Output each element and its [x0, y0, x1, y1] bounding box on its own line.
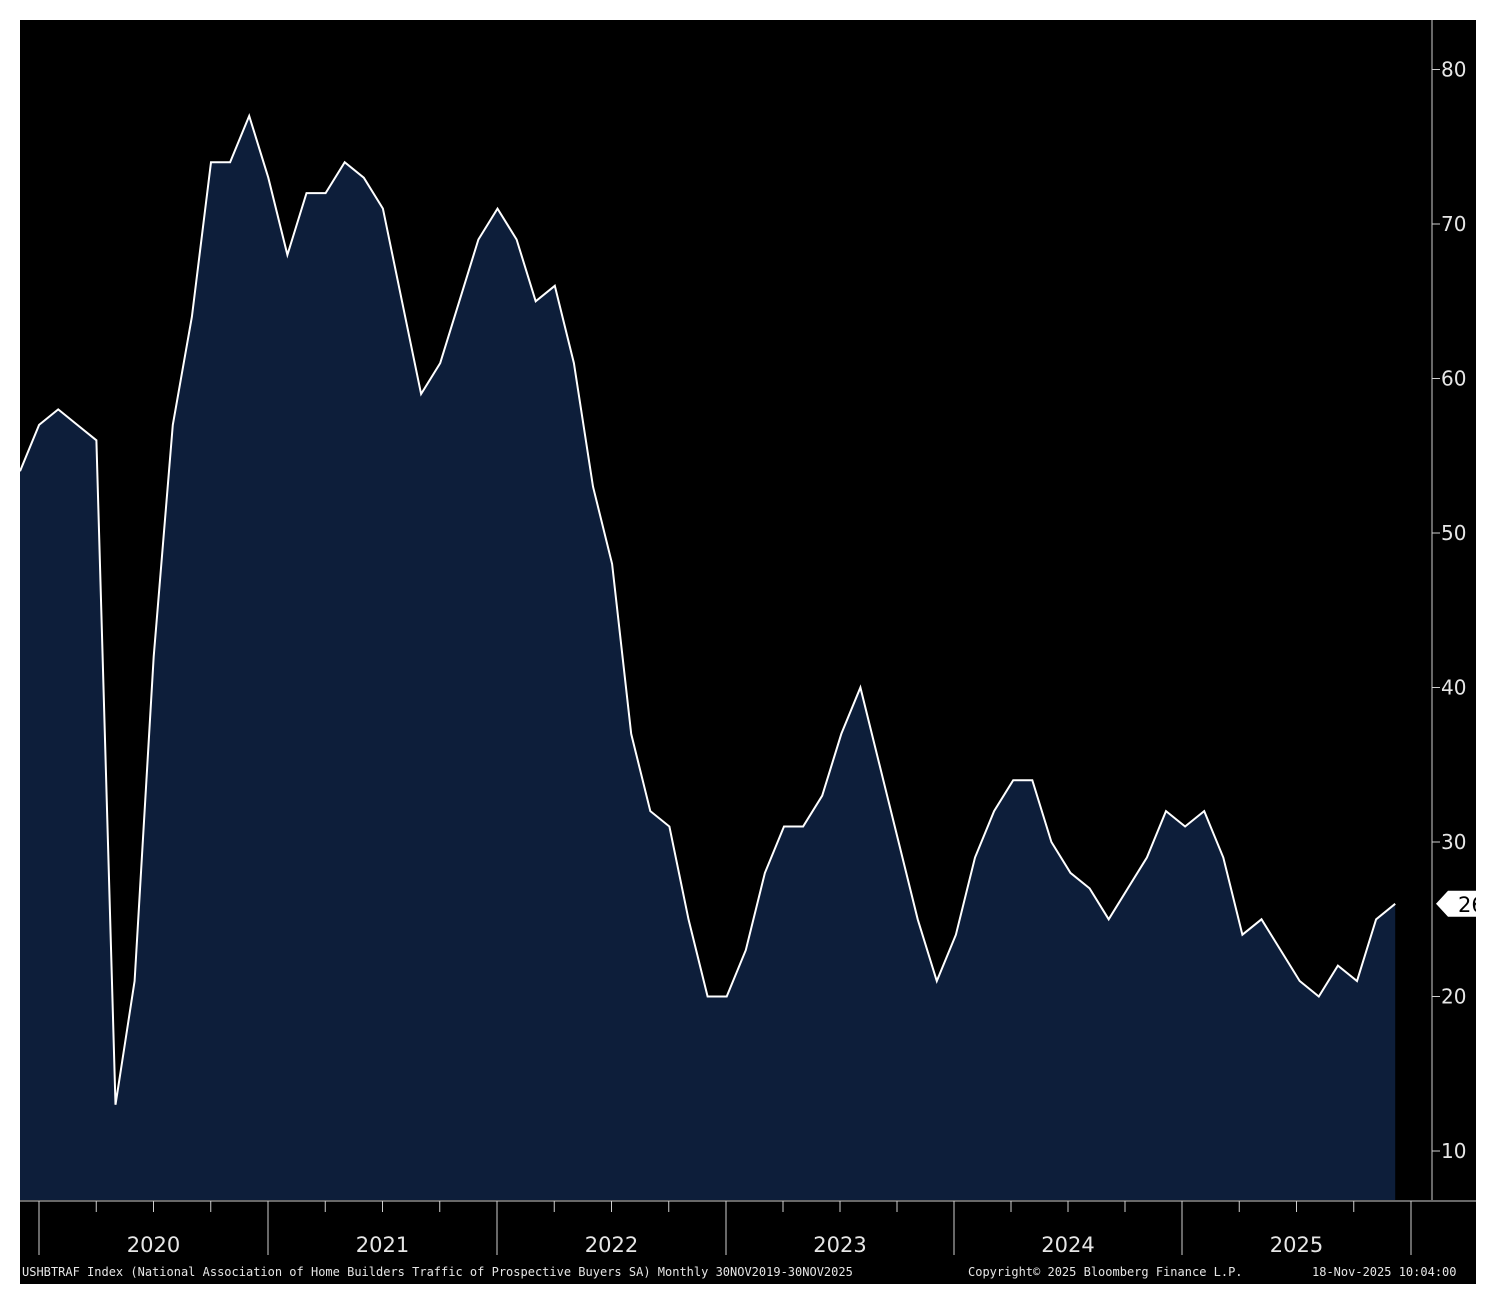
copyright-text: Copyright© 2025 Bloomberg Finance L.P. [968, 1265, 1243, 1279]
x-tick-label: 2025 [1270, 1233, 1323, 1257]
chart-frame: 10 20 30 40 50 60 70 80 2020 2021 2022 2023 2024 202… [20, 20, 1476, 1284]
y-tick-label: 70 [1441, 212, 1466, 236]
y-tick-label: 10 [1441, 1139, 1466, 1163]
x-tick-label: 2021 [356, 1233, 409, 1257]
y-tick-label: 30 [1441, 830, 1466, 854]
y-tick-label: 50 [1441, 521, 1466, 545]
y-tick-label: 80 [1441, 58, 1466, 82]
last-value-label: 26 [1458, 893, 1476, 917]
y-axis: 10 20 30 40 50 60 70 80 [1432, 58, 1466, 1163]
x-tick-label: 2023 [813, 1233, 866, 1257]
x-tick-label: 2020 [127, 1233, 180, 1257]
y-tick-label: 20 [1441, 985, 1466, 1009]
y-tick-label: 60 [1441, 367, 1466, 391]
chart-description: USHBTRAF Index (National Association of … [22, 1265, 853, 1279]
x-tick-label: 2022 [585, 1233, 638, 1257]
timestamp-text: 18-Nov-2025 10:04:00 [1312, 1265, 1457, 1279]
x-tick-label: 2024 [1041, 1233, 1094, 1257]
x-axis: 2020 2021 2022 2023 2024 2025 [38, 1201, 1412, 1257]
series-line [20, 112, 1396, 1105]
last-value-marker: 26 [1436, 890, 1476, 917]
series-area [20, 115, 1396, 1200]
y-tick-label: 40 [1441, 676, 1466, 700]
last-value-tag [1436, 890, 1476, 917]
